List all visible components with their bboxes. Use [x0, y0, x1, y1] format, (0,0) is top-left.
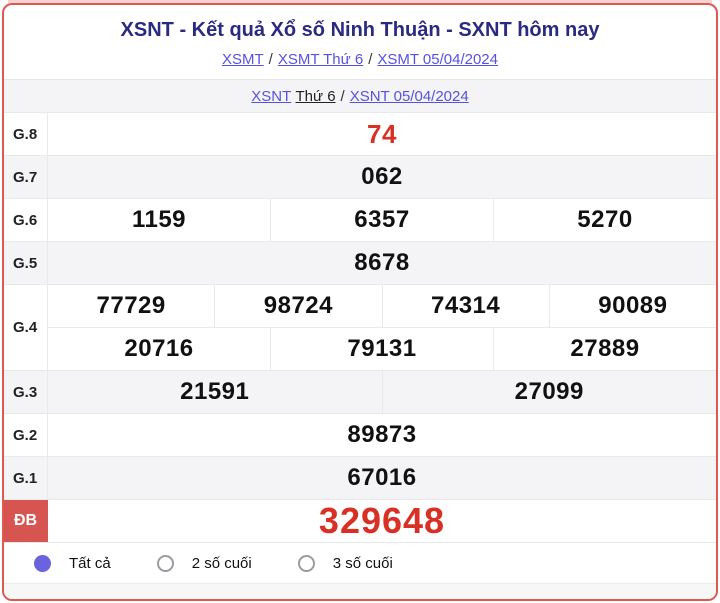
prize-number: 062 — [361, 163, 403, 190]
prize-number: 98724 — [214, 285, 381, 327]
filter-option-last2[interactable]: 2 số cuối — [156, 554, 252, 572]
prize-number: 77729 — [96, 292, 166, 319]
prize-row-g6: G.6 1159 6357 5270 — [4, 199, 716, 242]
breadcrumb-xsmt: XSMT / XSMT Thứ 6/XSMT 05/04/2024 — [4, 51, 716, 68]
prize-number: 27889 — [493, 328, 716, 370]
link-xsnt[interactable]: XSNT — [251, 87, 292, 105]
page-top-edge — [8, 0, 712, 3]
link-xsnt-date[interactable]: XSNT 05/04/2024 — [349, 87, 469, 105]
filter-option-all[interactable]: Tất cả — [34, 554, 111, 572]
radio-checked-icon[interactable] — [34, 554, 51, 572]
prize-label-g8: G.8 — [4, 113, 48, 155]
footer-strip — [4, 583, 716, 599]
prize-number: 89873 — [347, 421, 417, 448]
special-prize-number: 329648 — [318, 500, 446, 541]
filter-label: Tất cả — [69, 554, 111, 572]
prize-number: 90089 — [548, 285, 716, 327]
link-xsmt-date[interactable]: XSMT 05/04/2024 — [377, 51, 498, 68]
prize-label-g2: G.2 — [4, 414, 48, 456]
prize-row-g8: G.8 74 — [4, 113, 716, 156]
prize-row-g7: G.7 062 — [4, 156, 716, 199]
radio-unchecked-icon[interactable] — [156, 554, 174, 572]
breadcrumb-separator: / — [268, 51, 273, 68]
prize-row-g2: G.2 89873 — [4, 414, 716, 457]
prize-label-g4: G.4 — [4, 285, 48, 370]
filter-bar: Tất cả 2 số cuối 3 số cuối — [4, 543, 716, 583]
filter-label: 2 số cuối — [191, 554, 252, 572]
results-table: G.8 74 G.7 062 G.6 1159 6357 5270 G.5 86… — [4, 112, 716, 543]
prize-row-g4: G.4 77729 98724 74314 90089 20716 79131 … — [4, 285, 716, 371]
prize-number: 67016 — [347, 464, 417, 491]
prize-label-g6: G.6 — [4, 199, 48, 241]
prize-number: 74314 — [381, 285, 549, 327]
header: XSNT - Kết quả Xổ số Ninh Thuận - SXNT h… — [4, 5, 716, 79]
link-xsmt[interactable]: XSMT — [221, 51, 264, 68]
prize-label-g3: G.3 — [4, 371, 48, 413]
filter-option-last3[interactable]: 3 số cuối — [297, 554, 393, 572]
link-xsmt-thu6[interactable]: XSMT Thứ 6 — [277, 51, 364, 68]
prize-row-g3: G.3 21591 27099 — [4, 371, 716, 414]
prize-row-g1: G.1 67016 — [4, 457, 716, 500]
prize-number: 20716 — [124, 335, 194, 362]
prize-row-db: ĐB 329648 — [4, 500, 716, 543]
breadcrumb-xsnt: XSNT Thứ 6/XSNT 05/04/2024 — [4, 79, 716, 112]
prize-number: 79131 — [270, 328, 493, 370]
radio-unchecked-icon[interactable] — [297, 554, 315, 572]
prize-label-db: ĐB — [4, 500, 48, 542]
prize-number: 74 — [367, 118, 397, 149]
prize-label-g1: G.1 — [4, 457, 48, 499]
breadcrumb-current: Thứ 6 — [295, 87, 336, 105]
prize-number: 1159 — [131, 206, 187, 233]
prize-number: 6357 — [270, 199, 493, 241]
prize-number: 27099 — [381, 371, 717, 413]
prize-number: 21591 — [180, 378, 250, 405]
filter-label: 3 số cuối — [332, 554, 393, 572]
prize-number: 5270 — [493, 199, 716, 241]
prize-label-g7: G.7 — [4, 156, 48, 198]
prize-row-g5: G.5 8678 — [4, 242, 716, 285]
prize-number: 8678 — [354, 249, 410, 276]
page-title: XSNT - Kết quả Xổ số Ninh Thuận - SXNT h… — [120, 19, 600, 41]
prize-label-g5: G.5 — [4, 242, 48, 284]
breadcrumb-separator: / — [340, 87, 345, 105]
breadcrumb-separator: / — [368, 51, 373, 68]
lottery-results-card: XSNT - Kết quả Xổ số Ninh Thuận - SXNT h… — [2, 3, 718, 601]
